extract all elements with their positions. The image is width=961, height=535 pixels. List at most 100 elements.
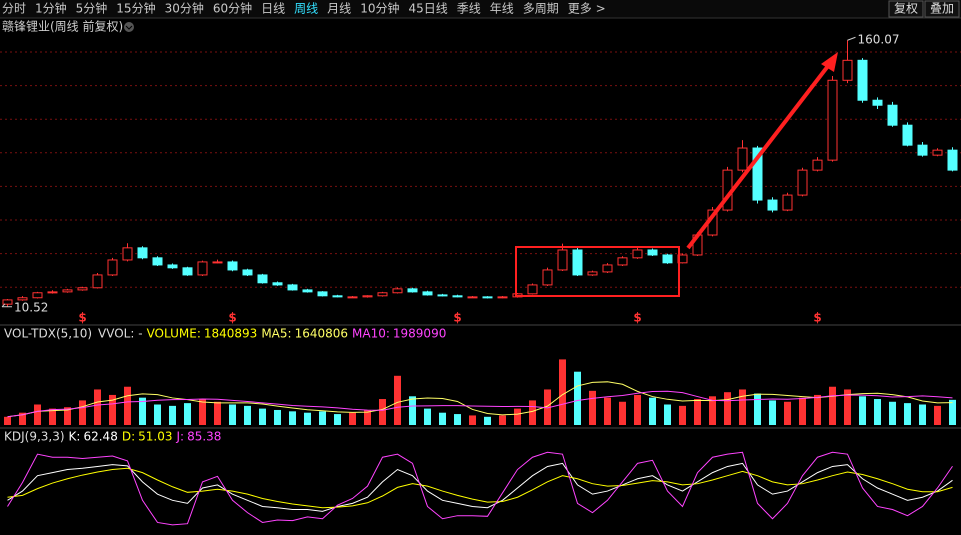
candle-body xyxy=(887,104,898,126)
candle-body xyxy=(422,291,433,296)
toolbar-tab[interactable]: 更多 > xyxy=(568,2,606,16)
volume-bar xyxy=(124,386,131,425)
toolbar-tab[interactable]: 周线 xyxy=(294,2,318,16)
candle-body xyxy=(737,147,748,171)
volume-bar xyxy=(889,401,896,425)
volume-bar xyxy=(844,389,851,425)
volume-bar xyxy=(589,390,596,425)
volume-bar xyxy=(544,389,551,425)
volume-bar xyxy=(109,394,116,425)
toolbar-tab[interactable]: 分时 xyxy=(2,2,26,16)
volume-bar xyxy=(634,394,641,425)
indicator-line xyxy=(7,381,953,418)
legend-name: D: xyxy=(122,430,135,444)
volume-bar xyxy=(34,404,41,425)
candle-body xyxy=(347,296,358,299)
candle-body xyxy=(782,194,793,211)
toolbar-tab[interactable]: 月线 xyxy=(327,2,351,16)
volume-bar xyxy=(469,415,476,425)
toolbar-tab[interactable]: 多周期 xyxy=(523,2,559,16)
candle-body xyxy=(407,288,418,293)
max-label: 160.07 xyxy=(858,33,900,47)
candle-body xyxy=(332,295,343,298)
candle-body xyxy=(77,287,88,291)
candle-body xyxy=(497,296,508,299)
candle-body xyxy=(452,295,463,298)
dividend-marker: $ xyxy=(813,311,821,325)
candle-body xyxy=(227,261,238,271)
toolbar-tab[interactable]: 季线 xyxy=(457,2,481,16)
volume-bar xyxy=(454,414,461,425)
candle-body xyxy=(572,249,583,276)
trend-arrow-head xyxy=(821,52,838,72)
toolbar-button-label: 叠加 xyxy=(930,2,954,16)
toolbar-tab[interactable]: 1分钟 xyxy=(35,1,67,16)
candle-body xyxy=(797,169,808,196)
volume-bar xyxy=(364,409,371,425)
candle-body xyxy=(467,296,478,299)
toolbar-tab[interactable]: 年线 xyxy=(490,2,514,16)
candle-body xyxy=(617,257,628,266)
toolbar-tab[interactable]: 10分钟 xyxy=(360,1,399,16)
candle-body xyxy=(47,291,58,294)
dividend-marker: $ xyxy=(453,311,461,325)
candle-body xyxy=(122,247,133,261)
candle-body xyxy=(392,288,403,294)
candle-body xyxy=(377,292,388,297)
volume-bar xyxy=(334,414,341,425)
toolbar-tab[interactable]: 15分钟 xyxy=(116,1,155,16)
legend-value: 1640806 xyxy=(295,327,348,341)
candle-body xyxy=(62,289,73,293)
volume-bar xyxy=(274,409,281,425)
legend-name: K: xyxy=(69,430,81,444)
volume-bar xyxy=(754,393,761,425)
indicator-name: KDJ(9,3,3) xyxy=(4,430,65,444)
candle-body xyxy=(257,274,268,284)
volume-bar xyxy=(874,399,881,425)
legend-value: 1840893 xyxy=(204,327,257,341)
toolbar-button[interactable] xyxy=(924,0,960,18)
toolbar-tab[interactable]: 日线 xyxy=(261,2,285,16)
indicator-line xyxy=(7,451,953,526)
candle-body xyxy=(602,264,613,273)
candle-body xyxy=(2,299,13,305)
candle-body xyxy=(752,147,763,201)
volume-bar xyxy=(4,416,11,425)
dropdown-icon[interactable] xyxy=(124,22,134,32)
volume-bar xyxy=(394,375,401,425)
candle-body xyxy=(947,149,958,171)
max-pointer xyxy=(847,36,856,41)
volume-bar xyxy=(919,404,926,425)
volume-bar xyxy=(904,403,911,425)
volume-bar xyxy=(379,399,386,425)
candle-body xyxy=(242,269,253,276)
volume-bar xyxy=(409,396,416,425)
candle-body xyxy=(527,284,538,295)
candle-body xyxy=(587,271,598,276)
legend-value: 51.03 xyxy=(138,430,172,444)
volume-bar xyxy=(664,404,671,425)
toolbar-tab[interactable]: 5分钟 xyxy=(76,1,108,16)
volume-bar xyxy=(289,411,296,425)
toolbar-tab[interactable]: 30分钟 xyxy=(165,1,204,16)
volume-bar xyxy=(649,397,656,425)
dividend-marker: $ xyxy=(78,311,86,325)
volume-bar xyxy=(724,392,731,425)
volume-bar xyxy=(184,403,191,425)
legend-name: VOLUME: xyxy=(147,327,201,341)
volume-bar xyxy=(229,404,236,425)
volume-bar xyxy=(49,408,56,425)
min-label: 10.52 xyxy=(14,300,48,314)
candle-body xyxy=(872,99,883,106)
trend-arrow xyxy=(686,64,830,250)
toolbar-tab[interactable]: 60分钟 xyxy=(213,1,252,16)
volume-bar xyxy=(529,400,536,425)
candle-body xyxy=(917,144,928,156)
highlight-box xyxy=(515,246,680,297)
candle-body xyxy=(857,59,868,101)
toolbar-tab[interactable]: 45日线 xyxy=(408,2,447,16)
volume-bar xyxy=(619,401,626,425)
toolbar-button[interactable] xyxy=(888,0,924,18)
volume-bar xyxy=(64,407,71,425)
legend-value: 1989090 xyxy=(393,327,446,341)
